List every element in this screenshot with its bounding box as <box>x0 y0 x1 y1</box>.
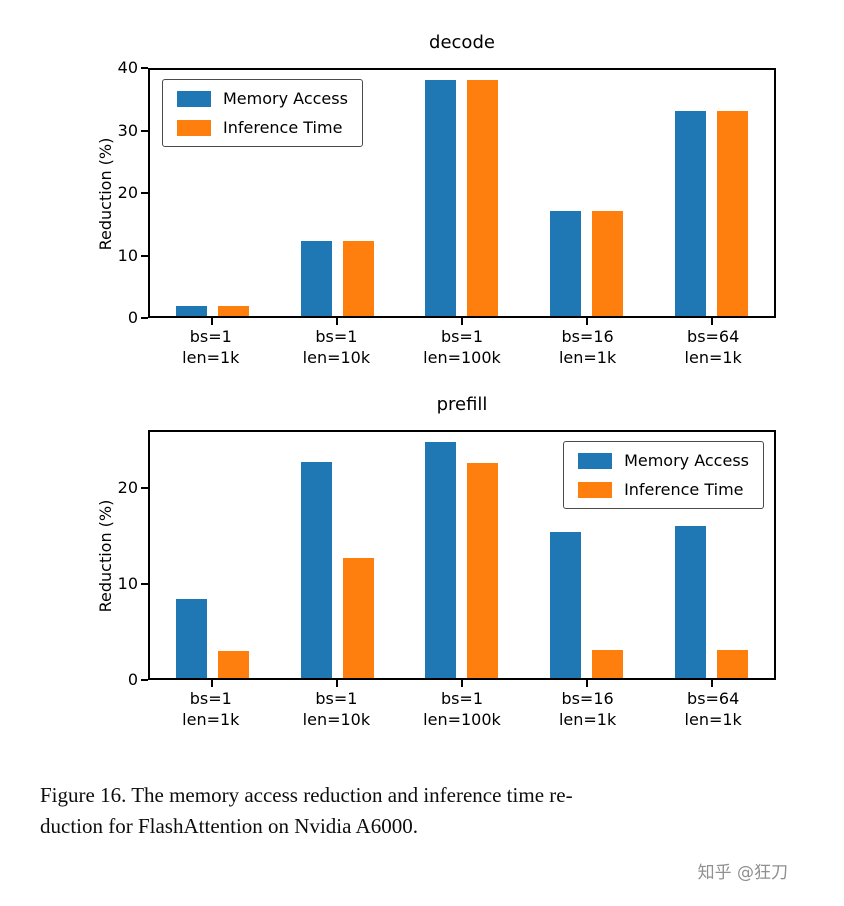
legend-item: Inference Time <box>578 480 749 499</box>
y-tick-label: 0 <box>127 308 138 327</box>
bar-group <box>649 70 774 316</box>
x-tick-label: bs=1 len=100k <box>423 327 501 367</box>
bar-memory-access <box>300 462 332 678</box>
bar-groups <box>150 70 774 316</box>
chart-title: decode <box>429 32 495 53</box>
y-tick-mark <box>141 486 148 489</box>
x-tick-mark <box>336 318 339 325</box>
x-tick-label: bs=1 len=1k <box>182 689 240 729</box>
plot-area: Memory Access Inference Time <box>141 430 776 687</box>
legend-swatch-icon <box>177 90 211 107</box>
x-axis-labels: bs=1 len=1k bs=1 len=10k bs=1 len=100k bs=1… <box>148 326 776 368</box>
legend-label: Inference Time <box>624 480 744 499</box>
y-tick-mark <box>141 129 148 132</box>
legend-item: Memory Access <box>177 89 348 108</box>
legend-swatch-icon <box>578 481 613 498</box>
legend-item: Memory Access <box>578 451 749 470</box>
bar-memory-access <box>675 110 707 316</box>
y-tick-label: 40 <box>117 58 138 77</box>
x-tick-label: bs=1 len=100k <box>423 689 501 729</box>
y-tick-label: 0 <box>127 670 138 689</box>
chart-title: prefill <box>436 394 488 415</box>
y-tick-label: 20 <box>117 477 138 497</box>
x-tick-mark <box>585 318 588 325</box>
x-tick-mark <box>211 318 214 325</box>
x-tick-mark <box>336 680 339 687</box>
x-tick-mark <box>211 680 214 687</box>
bar-inference-time <box>342 557 374 678</box>
y-axis-ticks: 0 10 20 30 40 <box>78 58 138 327</box>
bar-inference-time <box>217 650 249 678</box>
y-tick-mark <box>141 254 148 257</box>
bar-inference-time <box>467 80 499 316</box>
x-axis-labels: bs=1 len=1k bs=1 len=10k bs=1 len=100k bs=1… <box>148 688 776 730</box>
x-tick-label: bs=16 len=1k <box>558 327 617 367</box>
legend-label: Memory Access <box>624 451 749 470</box>
bar-group <box>150 432 275 678</box>
y-tick-mark <box>141 67 148 69</box>
bar-memory-access <box>175 598 207 678</box>
bar-inference-time <box>217 306 249 316</box>
bar-group <box>649 432 774 678</box>
y-tick-label: 10 <box>117 245 138 265</box>
legend-swatch-icon <box>578 452 613 469</box>
legend-item: Inference Time <box>177 118 348 137</box>
x-tick-label: bs=64 len=1k <box>684 327 742 367</box>
legend: Memory Access Inference Time <box>563 441 764 509</box>
legend-swatch-icon <box>177 119 211 136</box>
bar-group <box>275 70 400 316</box>
figure-caption-line1: Figure 16. The memory access reduction a… <box>40 783 573 807</box>
x-tick-label: bs=1 len=1k <box>182 327 240 367</box>
legend: Memory Access Inference Time <box>162 79 363 147</box>
x-tick-mark <box>710 318 713 325</box>
decode-chart: decode Reduction (%) 0 10 20 30 40 Memory Ac… <box>0 28 844 378</box>
figure-caption-line2: duction for FlashAttention on Nvidia A60… <box>40 814 418 838</box>
bar-inference-time <box>717 110 749 316</box>
y-tick-mark <box>141 317 148 319</box>
bar-memory-access <box>300 240 332 316</box>
bar-group <box>275 432 400 678</box>
y-axis-ticks: 0 10 20 <box>78 430 138 689</box>
y-tick-mark <box>141 582 148 585</box>
bar-memory-access <box>175 306 207 316</box>
legend-label: Memory Access <box>223 89 348 108</box>
y-tick-mark <box>141 192 148 194</box>
x-tick-label: bs=16 len=1k <box>558 689 617 729</box>
bar-memory-access <box>550 210 582 316</box>
figure-caption: Figure 16. The memory access reduction a… <box>40 780 816 842</box>
bar-inference-time <box>592 649 624 678</box>
bar-group <box>150 70 275 316</box>
prefill-chart: prefill Reduction (%) 0 10 20 Memory Acces… <box>0 390 844 740</box>
x-tick-mark <box>461 318 463 325</box>
bar-memory-access <box>425 442 457 678</box>
x-tick-mark <box>710 680 713 687</box>
bar-inference-time <box>717 649 749 678</box>
bar-memory-access <box>425 80 457 316</box>
legend-label: Inference Time <box>223 118 343 137</box>
bar-group <box>524 432 649 678</box>
bar-inference-time <box>467 463 499 678</box>
y-tick-label: 10 <box>117 573 138 593</box>
watermark-text: 知乎 @狂刀 <box>697 863 788 883</box>
bar-groups <box>150 432 774 678</box>
x-tick-mark <box>585 680 588 687</box>
bar-inference-time <box>592 210 624 316</box>
bar-group <box>400 432 525 678</box>
y-tick-label: 30 <box>117 120 138 140</box>
x-tick-mark <box>461 680 463 687</box>
x-tick-label: bs=64 len=1k <box>684 689 742 729</box>
x-tick-label: bs=1 len=10k <box>302 689 371 729</box>
bar-memory-access <box>675 525 707 678</box>
bar-group <box>400 70 525 316</box>
bar-memory-access <box>550 532 582 678</box>
y-tick-label: 20 <box>117 183 138 202</box>
plot-area: Memory Access Inference Time <box>141 67 776 325</box>
bar-group <box>524 70 649 316</box>
y-tick-mark <box>141 679 148 681</box>
bar-inference-time <box>342 240 374 316</box>
x-tick-label: bs=1 len=10k <box>302 327 371 367</box>
